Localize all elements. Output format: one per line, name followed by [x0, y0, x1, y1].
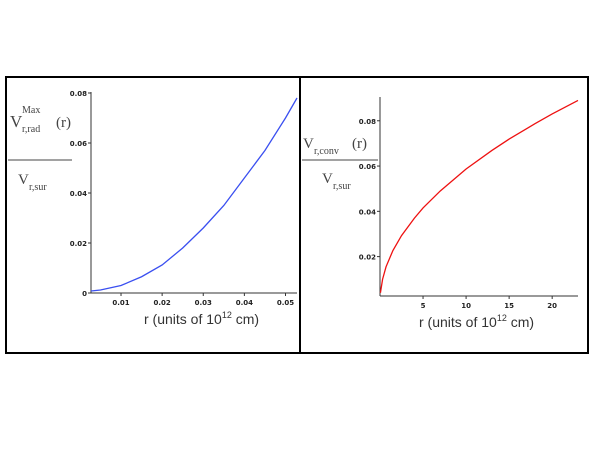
- y-tick-label: 0.02: [70, 240, 87, 248]
- x-tick-label: 0.05: [277, 299, 294, 307]
- left-chart: 0.01 0.02 0.03 0.04 0.05 0 0.02 0.04 0.06 0.08: [70, 90, 298, 307]
- x-tick-label: 0.04: [236, 299, 253, 307]
- y-tick-label: 0.08: [70, 90, 87, 98]
- x-tick-label: 10: [461, 302, 471, 310]
- svg-text:V: V: [10, 112, 23, 131]
- right-panel-frame: [299, 76, 589, 354]
- svg-text:r,conv: r,conv: [314, 146, 339, 157]
- x-tick-label: 0.03: [195, 299, 212, 307]
- series-line: [379, 99, 579, 293]
- y-tick-label: 0: [82, 290, 87, 298]
- x-tick-label: 0.01: [112, 299, 129, 307]
- right-x-label: r (units of 1012 cm): [419, 313, 534, 330]
- y-tick-label: 0.04: [359, 208, 376, 216]
- left-y-label: V Max r,rad (r) V r,sur: [8, 105, 72, 193]
- x-tick-label: 5: [421, 302, 426, 310]
- svg-text:Max: Max: [22, 105, 40, 116]
- x-tick-label: 0.02: [153, 299, 170, 307]
- svg-text:(r): (r): [352, 136, 367, 152]
- y-tick-label: 0.06: [359, 163, 376, 171]
- right-y-label: V r,conv (r) V r,sur: [302, 136, 378, 192]
- svg-text:V: V: [322, 171, 333, 187]
- right-chart: 5 10 15 20 0.02 0.04 0.06 0.08: [359, 97, 579, 310]
- x-tick-label: 20: [547, 302, 557, 310]
- svg-text:(r): (r): [56, 115, 71, 131]
- left-x-label: r (units of 1012 cm): [144, 310, 259, 327]
- svg-text:V: V: [18, 172, 29, 188]
- svg-text:V: V: [303, 136, 314, 152]
- svg-text:r,rad: r,rad: [22, 124, 40, 135]
- y-tick-label: 0.06: [70, 140, 87, 148]
- y-tick-label: 0.04: [70, 190, 87, 198]
- svg-text:r,sur: r,sur: [333, 181, 351, 192]
- x-tick-label: 15: [504, 302, 514, 310]
- series-line: [90, 97, 298, 292]
- y-tick-label: 0.02: [359, 254, 376, 262]
- svg-text:r,sur: r,sur: [29, 182, 47, 193]
- y-tick-label: 0.08: [359, 118, 376, 126]
